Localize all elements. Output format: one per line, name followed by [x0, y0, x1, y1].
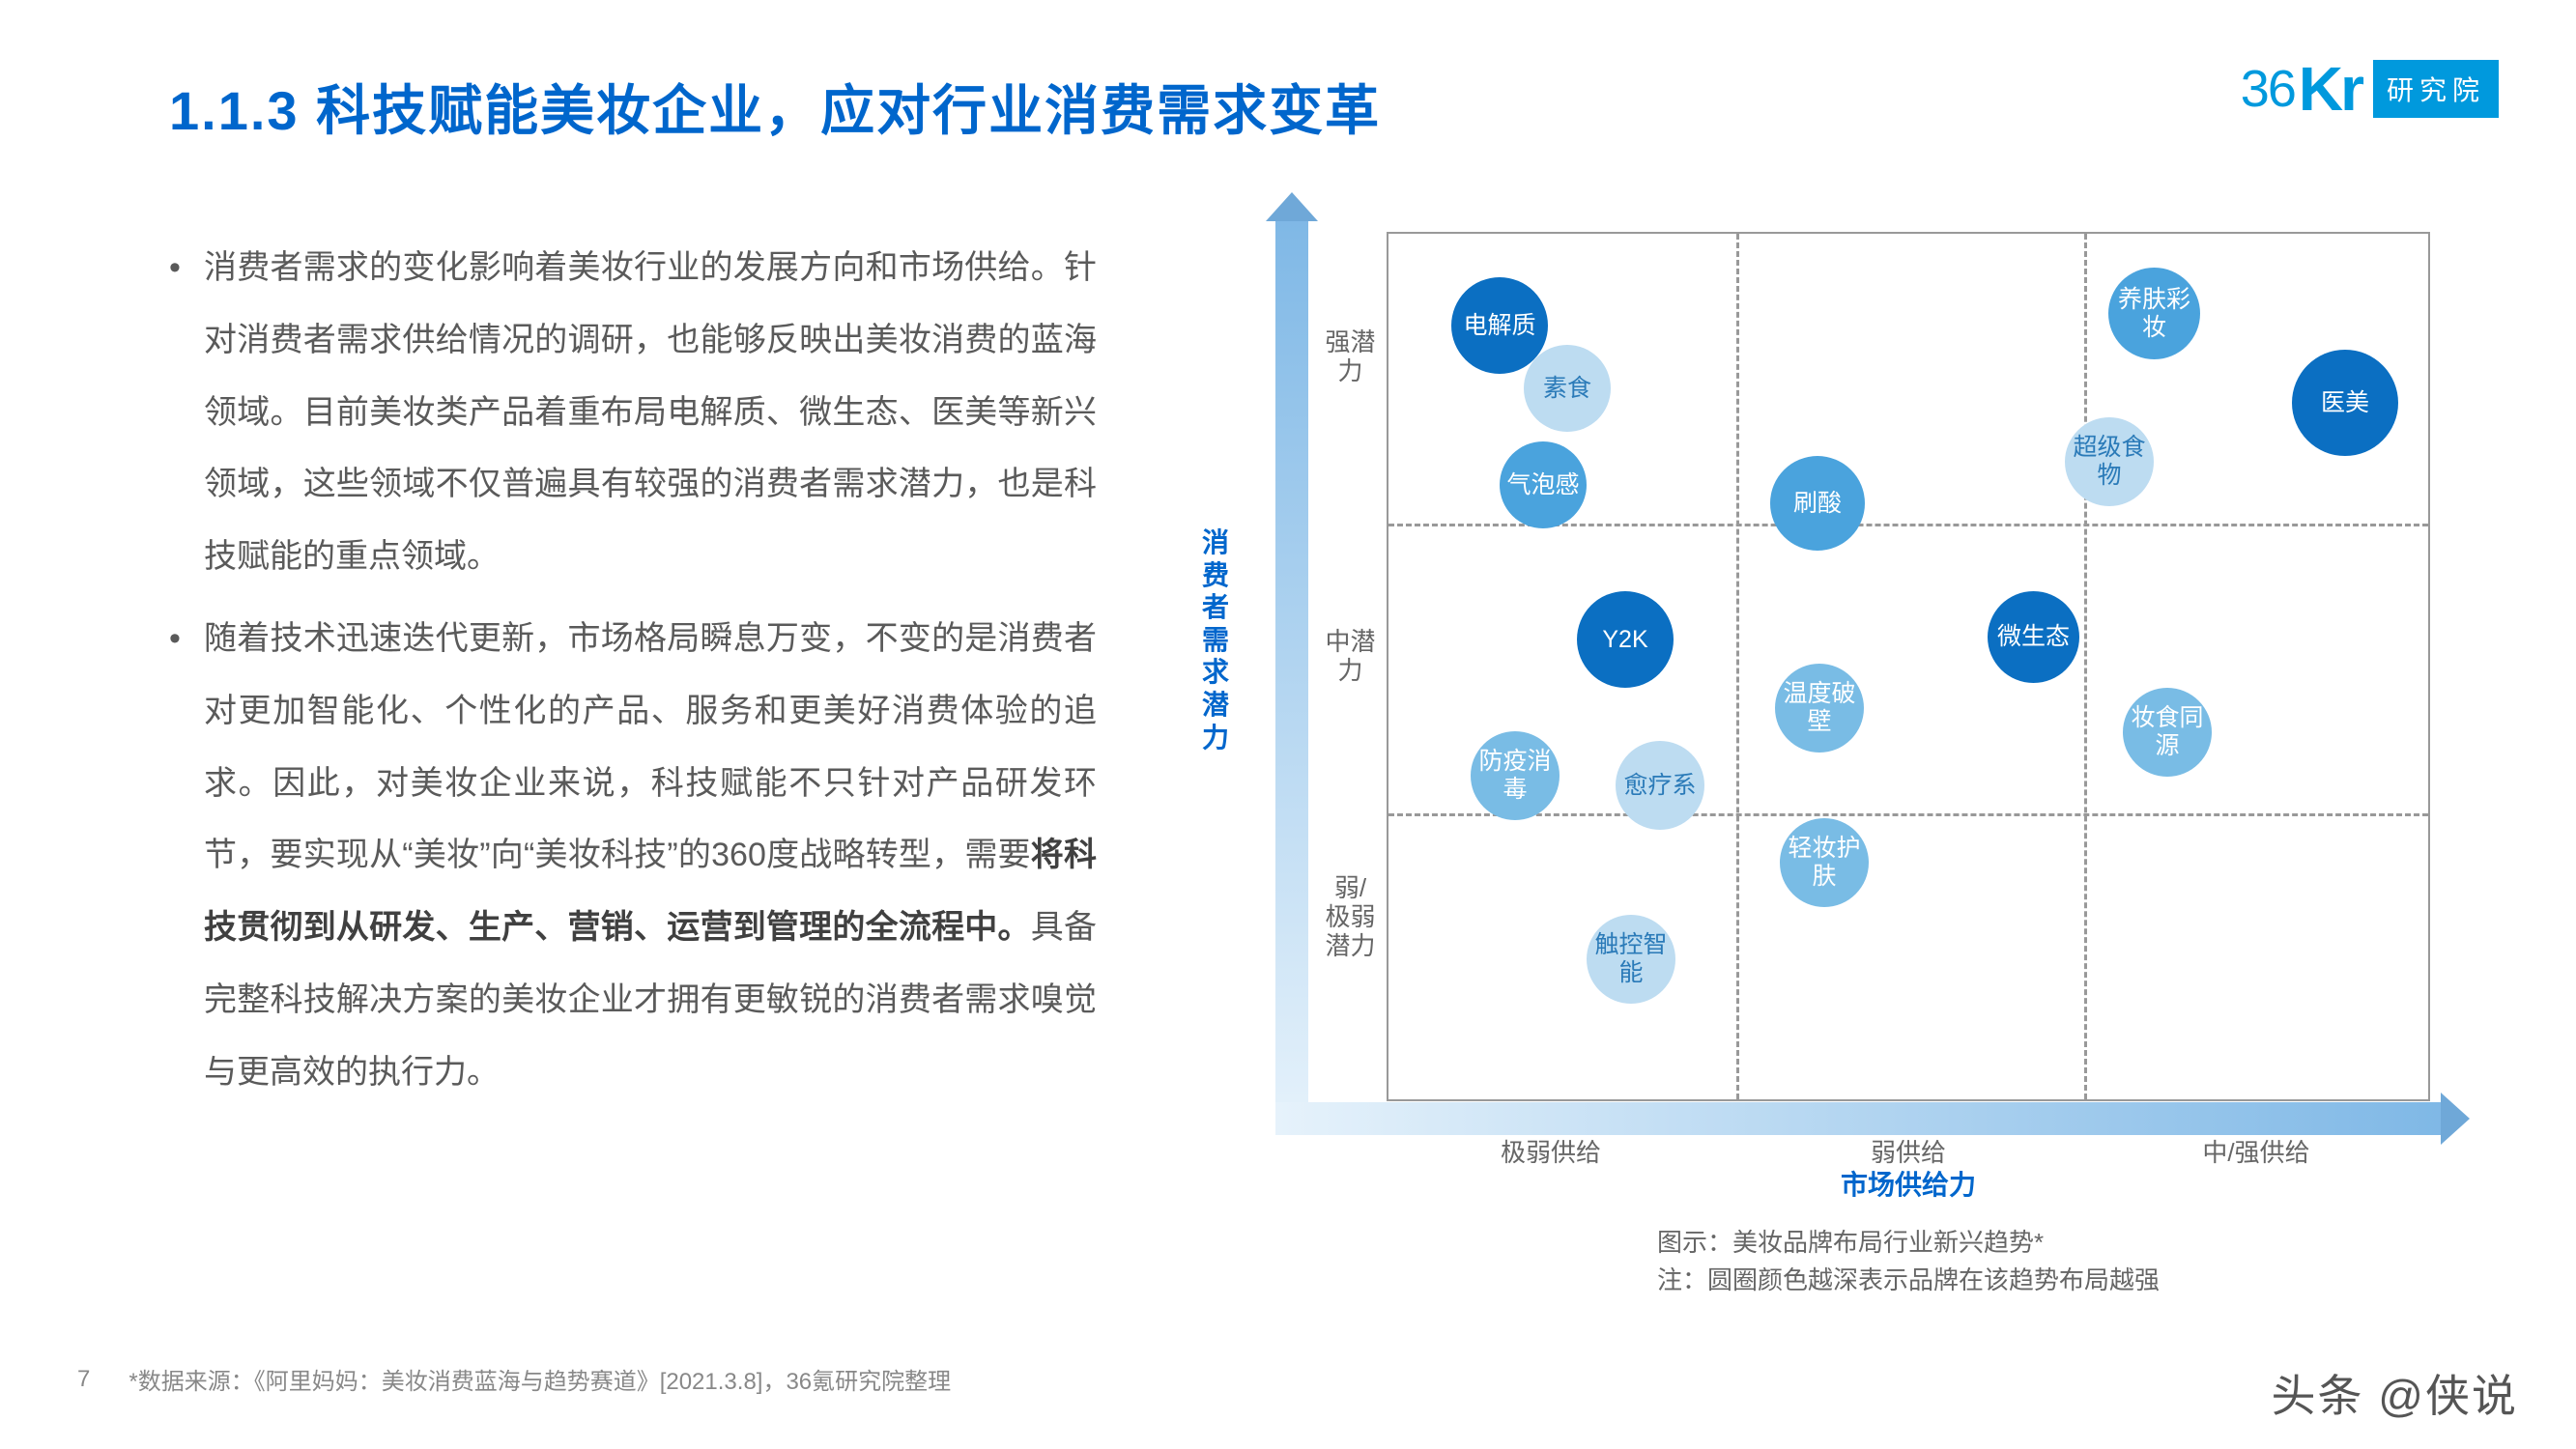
bubble: 医美 — [2292, 350, 2398, 456]
plot-area: 电解质素食气泡感刷酸养肤彩妆超级食物医美Y2K微生态温度破壁妆食同源防疫消毒愈疗… — [1387, 232, 2430, 1101]
bullet-2: 随着技术迅速迭代更新，市场格局瞬息万变，不变的是消费者对更加智能化、个性化的产品… — [169, 603, 1097, 1109]
bubble: 轻妆护肤 — [1780, 818, 1869, 907]
grid-line-h2 — [1388, 813, 2428, 816]
page-number: 7 — [77, 1366, 90, 1393]
caption-line-1: 图示：美妆品牌布局行业新兴趋势* — [1657, 1224, 2160, 1262]
bubble: 超级食物 — [2065, 417, 2154, 506]
x-tick: 极弱供给 — [1454, 1133, 1647, 1169]
bubble: 妆食同源 — [2123, 688, 2212, 777]
bubble: 微生态 — [1988, 591, 2079, 683]
footer: 7 *数据来源：《阿里妈妈：美妆消费蓝海与趋势赛道》[2021.3.8]，36氪… — [77, 1362, 951, 1396]
y-axis-title: 消费者需求潜力 — [1201, 526, 1230, 753]
bullet-1: 消费者需求的变化影响着美妆行业的发展方向和市场供给。针对消费者需求供给情况的调研… — [169, 232, 1097, 593]
brand-logo: 36 Kr 研究院 — [2241, 53, 2499, 125]
x-tick: 中/强供给 — [2160, 1133, 2353, 1169]
page-title: 1.1.3 科技赋能美妆企业，应对行业消费需求变革 — [169, 68, 1381, 146]
bubble: Y2K — [1577, 591, 1674, 688]
caption-line-2: 注：圆圈颜色越深表示品牌在该趋势布局越强 — [1657, 1262, 2160, 1299]
bubble: 气泡感 — [1500, 441, 1587, 528]
bubble: 素食 — [1524, 345, 1611, 432]
y-tick: 强潜力 — [1324, 328, 1377, 386]
y-tick: 弱/极弱潜力 — [1324, 874, 1377, 961]
logo-prefix: 36 — [2241, 59, 2295, 119]
y-axis-arrow — [1275, 217, 1308, 1135]
grid-line-v2 — [2084, 234, 2087, 1099]
bubble: 触控智能 — [1587, 915, 1675, 1004]
bubble: 刷酸 — [1770, 456, 1865, 551]
bubble: 养肤彩妆 — [2108, 268, 2200, 359]
data-source: *数据来源：《阿里妈妈：美妆消费蓝海与趋势赛道》[2021.3.8]，36氪研究… — [129, 1362, 951, 1396]
x-axis-arrow — [1275, 1102, 2445, 1135]
bullet-2-plain: 随着技术迅速迭代更新，市场格局瞬息万变，不变的是消费者对更加智能化、个性化的产品… — [204, 620, 1097, 873]
bubble: 愈疗系 — [1616, 741, 1704, 830]
grid-line-v1 — [1736, 234, 1739, 1099]
x-tick: 弱供给 — [1812, 1133, 2005, 1169]
watermark: 头条 @侠说 — [2272, 1361, 2518, 1425]
bubble: 防疫消毒 — [1471, 731, 1560, 820]
logo-suffix: 研究院 — [2373, 60, 2499, 118]
body-text: 消费者需求的变化影响着美妆行业的发展方向和市场供给。针对消费者需求供给情况的调研… — [169, 232, 1097, 1119]
bullet-1-text: 消费者需求的变化影响着美妆行业的发展方向和市场供给。针对消费者需求供给情况的调研… — [204, 249, 1097, 575]
chart-caption: 图示：美妆品牌布局行业新兴趋势* 注：圆圈颜色越深表示品牌在该趋势布局越强 — [1657, 1224, 2160, 1299]
x-axis-title: 市场供给力 — [1387, 1164, 2430, 1203]
y-tick: 中潜力 — [1324, 628, 1377, 686]
bubble: 温度破壁 — [1775, 664, 1864, 753]
logo-kr: Kr — [2299, 53, 2361, 125]
bubble-chart: 消费者需求潜力 市场供给力 电解质素食气泡感刷酸养肤彩妆超级食物医美Y2K微生态… — [1193, 217, 2478, 1241]
